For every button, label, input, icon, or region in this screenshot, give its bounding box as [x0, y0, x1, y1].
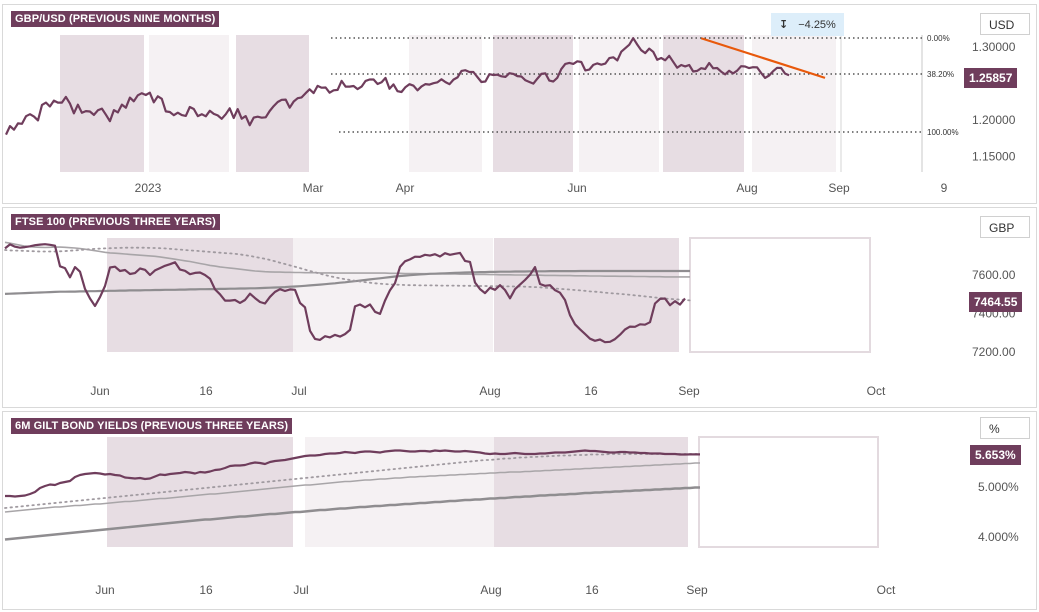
x-tick-label: Oct: [867, 384, 886, 398]
shaded-band: [293, 238, 493, 352]
projection-box: [698, 436, 879, 548]
fib-level-label: 100.00%: [927, 128, 959, 137]
ftse-ma-dotted-line: [4, 246, 691, 302]
ftse-title: FTSE 100 (PREVIOUS THREE YEARS): [11, 214, 220, 230]
y-tick-label: 7600.00: [972, 268, 1016, 282]
x-tick-label: 9: [941, 181, 948, 195]
ftse-ma-light-line: [4, 241, 690, 278]
x-tick-label: Sep: [828, 181, 850, 195]
y-tick-label: 4.000%: [978, 530, 1019, 544]
y-tick-label: 1.30000: [972, 40, 1016, 54]
gilt-chart[interactable]: 5.000% 4.000% Jun 16 Jul Aug 16 Sep Oct: [3, 412, 1036, 609]
projection-box: [689, 237, 871, 353]
x-tick-label: Jul: [293, 583, 308, 597]
y-tick-label: 1.20000: [972, 113, 1016, 127]
x-tick-label: 16: [199, 384, 213, 398]
shaded-band: [236, 35, 309, 172]
x-tick-label: 2023: [135, 181, 162, 195]
y-tick-label: 1.15000: [972, 150, 1016, 164]
x-tick-label: Apr: [396, 181, 415, 195]
gbpusd-panel: 0.00% 38.20% 100.00% 1.30000 1.20000 1.15000 2…: [2, 4, 1037, 204]
x-tick-label: 16: [584, 384, 598, 398]
measure-tooltip: ↧ −4.25%: [771, 13, 844, 36]
x-tick-label: Aug: [479, 384, 500, 398]
gbpusd-last-value: 1.25857: [964, 68, 1018, 88]
x-tick-label: Aug: [480, 583, 501, 597]
shaded-band: [60, 35, 144, 172]
gilt-unit-selector[interactable]: %: [980, 417, 1030, 439]
gilt-yield-line: [5, 449, 700, 498]
y-tick-label: 7200.00: [972, 345, 1016, 359]
x-tick-label: Jun: [90, 384, 109, 398]
ftse-price-line: [4, 243, 686, 344]
shaded-band: [107, 437, 293, 547]
shaded-band: [409, 35, 482, 172]
shaded-band: [494, 238, 679, 352]
x-tick-label: 16: [199, 583, 213, 597]
fib-level-label: 0.00%: [927, 34, 950, 43]
y-tick-label: 5.000%: [978, 480, 1019, 494]
gilt-ma-light-line: [4, 462, 700, 513]
shaded-band: [107, 238, 293, 352]
fib-level-label: 38.20%: [927, 70, 954, 79]
shaded-band: [752, 35, 836, 172]
x-tick-label: Jun: [567, 181, 586, 195]
x-tick-label: Aug: [736, 181, 757, 195]
shaded-band: [493, 35, 573, 172]
x-tick-label: 16: [585, 583, 599, 597]
gilt-ma-dark-line: [4, 486, 700, 541]
measure-label: −4.25%: [798, 19, 836, 31]
gbpusd-title: GBP/USD (PREVIOUS NINE MONTHS): [11, 11, 220, 27]
x-tick-label: Jun: [95, 583, 114, 597]
x-tick-label: Mar: [303, 181, 324, 195]
gilt-panel: 5.000% 4.000% Jun 16 Jul Aug 16 Sep Oct 6M GILT …: [2, 411, 1037, 610]
gbpusd-unit-selector[interactable]: USD: [980, 13, 1030, 35]
gilt-ma-dotted-line: [4, 453, 701, 509]
shaded-band: [305, 437, 495, 547]
x-tick-label: Sep: [686, 583, 708, 597]
shaded-band: [663, 35, 744, 172]
gbpusd-price-line: [5, 37, 790, 136]
x-tick-label: Jul: [291, 384, 306, 398]
ftse-ma-dark-line: [4, 269, 690, 295]
shaded-band: [149, 35, 229, 172]
gilt-title: 6M GILT BOND YIELDS (PREVIOUS THREE YEAR…: [11, 418, 293, 434]
ftse-last-value: 7464.55: [969, 292, 1023, 312]
gilt-last-value: 5.653%: [970, 445, 1021, 465]
measure-line: [700, 37, 826, 79]
measure-icon: ↧: [779, 19, 789, 31]
x-tick-label: Oct: [877, 583, 896, 597]
ftse-panel: 7600.00 7400.00 7200.00 Jun 16 Jul Aug 16 Sep Oct…: [2, 207, 1037, 408]
gbpusd-chart[interactable]: 0.00% 38.20% 100.00% 1.30000 1.20000 1.15000 2…: [3, 5, 1036, 203]
x-tick-label: Sep: [678, 384, 700, 398]
ftse-unit-selector[interactable]: GBP: [980, 216, 1030, 238]
